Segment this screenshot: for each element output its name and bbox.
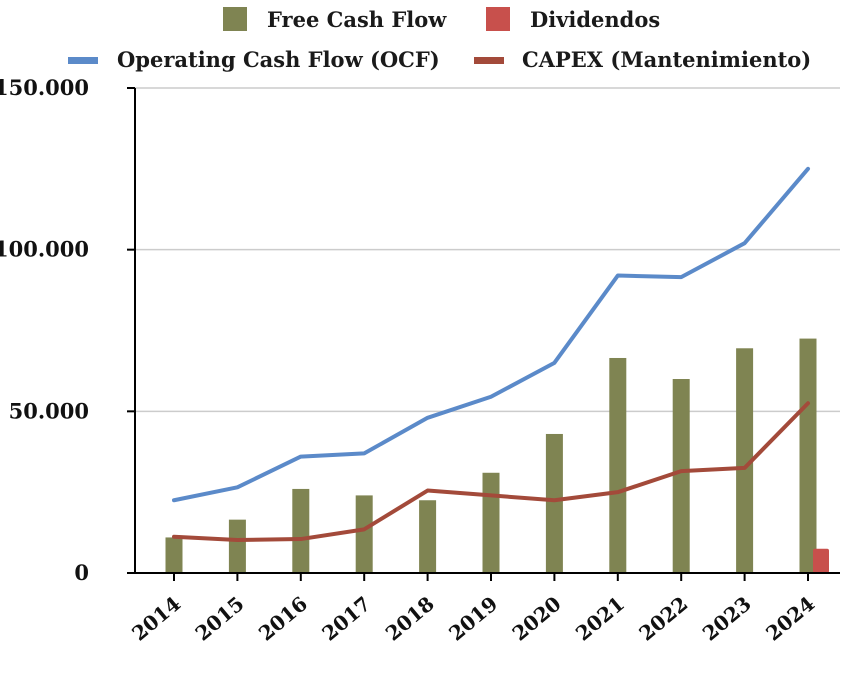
x-tick-label-2019: 2019 [444,591,502,645]
bar-free-cash-flow-2014 [165,537,183,573]
y-tick-label-2: 100.000 [0,237,89,262]
bar-free-cash-flow-2021 [609,357,627,573]
line-ocf [172,166,810,503]
legend-swatch-ocf [68,57,98,64]
legend-label-free-cash-flow: Free Cash Flow [267,7,447,32]
x-tick-label-2016: 2016 [254,591,312,645]
y-tick-label-3: 150.000 [0,75,89,100]
bar-free-cash-flow-2020 [545,433,563,573]
x-tick-label-2018: 2018 [381,591,439,645]
x-tick-label-2024: 2024 [761,591,819,645]
x-tick-label-2015: 2015 [191,591,249,645]
x-tick-label-2023: 2023 [698,591,756,645]
bar-free-cash-flow-2023 [736,348,754,573]
x-tick-labels: 2014 2015 2016 2017 2018 2019 2020 2021 2022 2023… [127,591,819,645]
legend-label-ocf: Operating Cash Flow (OCF) [117,47,440,72]
bar-free-cash-flow-2017 [355,495,373,573]
legend-swatch-dividendos [486,7,510,31]
x-tick-label-2014: 2014 [127,591,185,645]
bar-free-cash-flow-2018 [419,500,437,573]
line-capex [172,401,810,543]
y-tick-label-1: 50.000 [9,398,89,423]
bars [165,338,829,573]
bar-free-cash-flow-2024 [799,338,817,573]
legend-swatch-free-cash-flow [223,7,247,31]
bar-free-cash-flow-2019 [482,472,500,573]
bar-free-cash-flow-2015 [228,519,246,573]
x-tick-label-2022: 2022 [634,591,692,645]
x-tick-label-2017: 2017 [317,591,375,645]
grid-lines [135,87,840,413]
bar-free-cash-flow-2016 [292,488,310,573]
lines [172,166,810,543]
legend: Free Cash Flow Dividendos Operating Cash… [68,7,811,72]
axes [127,87,840,581]
legend-swatch-capex [474,57,504,64]
x-tick-label-2021: 2021 [571,591,629,645]
legend-label-dividendos: Dividendos [530,7,660,32]
bar-dividendos-2024 [813,548,829,573]
y-tick-labels: 0 50.000 100.000 150.000 [0,75,89,585]
x-tick-label-2020: 2020 [508,591,566,645]
legend-label-capex: CAPEX (Mantenimiento) [522,47,811,72]
y-tick-label-0: 0 [74,560,89,585]
bar-free-cash-flow-2022 [672,379,690,573]
